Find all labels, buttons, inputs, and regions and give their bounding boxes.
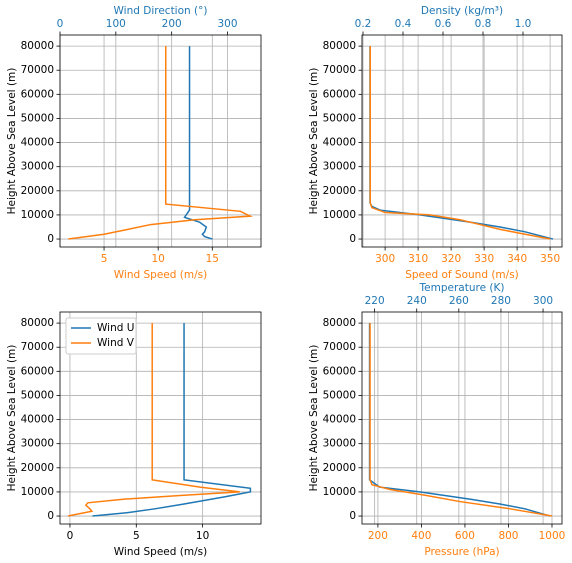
- y-tick-label: 80000: [323, 40, 356, 52]
- y-axis-label: Height Above Sea Level (m): [308, 68, 320, 215]
- x2-tick-label: 0: [57, 18, 64, 30]
- y-tick-label: 20000: [21, 185, 54, 197]
- y-tick-label: 50000: [323, 389, 356, 401]
- plot-frame: [59, 34, 262, 248]
- x-tick-label: 5: [133, 530, 140, 542]
- x2-tick-label: 0.2: [355, 18, 372, 30]
- y-tick-label: 80000: [323, 317, 356, 329]
- y-tick-label: 30000: [21, 438, 54, 450]
- y-tick-label: 10000: [323, 209, 356, 221]
- x2-tick-label: 0.8: [475, 18, 492, 30]
- x2-tick-label: 0.4: [395, 18, 412, 30]
- y-tick-label: 20000: [323, 462, 356, 474]
- legend-label: Wind U: [97, 322, 134, 334]
- y-tick-label: 0: [349, 233, 356, 245]
- y-axis-label: Height Above Sea Level (m): [6, 345, 18, 492]
- x-tick-label: 320: [441, 253, 461, 265]
- x2-axis-label: Wind Direction (°): [114, 5, 208, 17]
- x-tick-label: 310: [408, 253, 428, 265]
- y-tick-label: 10000: [21, 209, 54, 221]
- x-tick-label: 800: [498, 530, 518, 542]
- y-tick-label: 70000: [323, 341, 356, 353]
- x-tick-label: 5: [101, 253, 108, 265]
- x-tick-label: 200: [368, 530, 388, 542]
- x2-tick-label: 0.6: [435, 18, 452, 30]
- x-tick-label: 300: [375, 253, 395, 265]
- legend-label: Wind V: [97, 337, 135, 349]
- y-axis-label: Height Above Sea Level (m): [308, 345, 320, 492]
- x2-tick-label: 280: [491, 295, 511, 307]
- y-tick-label: 30000: [323, 161, 356, 173]
- y-tick-label: 0: [47, 233, 54, 245]
- y-tick-label: 50000: [323, 112, 356, 124]
- x-tick-label: 1000: [539, 530, 566, 542]
- x2-tick-label: 240: [407, 295, 427, 307]
- y-tick-label: 70000: [21, 341, 54, 353]
- y-tick-label: 60000: [21, 88, 54, 100]
- legend-box: [65, 317, 137, 355]
- y-tick-label: 50000: [21, 389, 54, 401]
- series-line: [369, 323, 553, 517]
- x-tick-label: 350: [540, 253, 560, 265]
- y-tick-label: 80000: [21, 40, 54, 52]
- series-line: [68, 46, 254, 240]
- y-tick-label: 40000: [21, 137, 54, 149]
- x2-axis-label: Density (kg/m³): [421, 5, 503, 17]
- y-tick-label: 30000: [323, 438, 356, 450]
- x2-tick-label: 200: [162, 18, 182, 30]
- series-line: [92, 323, 252, 517]
- x-tick-label: 10: [196, 530, 209, 542]
- y-tick-label: 50000: [21, 112, 54, 124]
- y-tick-label: 10000: [323, 486, 356, 498]
- y-tick-label: 0: [349, 510, 356, 522]
- x-tick-label: 340: [507, 253, 527, 265]
- x2-tick-label: 220: [365, 295, 385, 307]
- plot-frame: [59, 311, 262, 525]
- y-tick-label: 10000: [21, 486, 54, 498]
- x2-tick-label: 260: [449, 295, 469, 307]
- series-line: [369, 46, 551, 240]
- x2-tick-label: 1.0: [515, 18, 532, 30]
- series-line: [67, 323, 240, 517]
- x-tick-label: 330: [474, 253, 494, 265]
- y-tick-label: 40000: [323, 137, 356, 149]
- plot-frame: [361, 34, 563, 248]
- x-axis-label: Wind Speed (m/s): [114, 546, 207, 558]
- y-tick-label: 70000: [323, 64, 356, 76]
- x2-axis-label: Temperature (K): [419, 282, 505, 294]
- y-tick-label: 70000: [21, 64, 54, 76]
- x-axis-label: Pressure (hPa): [424, 546, 499, 558]
- y-tick-label: 40000: [323, 414, 356, 426]
- x2-tick-label: 100: [106, 18, 126, 30]
- x2-tick-label: 300: [533, 295, 553, 307]
- x-axis-label: Speed of Sound (m/s): [405, 269, 519, 281]
- x-tick-label: 400: [411, 530, 431, 542]
- x-tick-label: 15: [206, 253, 219, 265]
- plot-frame: [361, 311, 563, 525]
- y-tick-label: 80000: [21, 317, 54, 329]
- y-tick-label: 0: [47, 510, 54, 522]
- y-axis-label: Height Above Sea Level (m): [6, 68, 18, 215]
- x-tick-label: 600: [455, 530, 475, 542]
- y-tick-label: 60000: [323, 88, 356, 100]
- y-tick-label: 30000: [21, 161, 54, 173]
- x-tick-label: 10: [151, 253, 164, 265]
- x-tick-label: 0: [67, 530, 74, 542]
- y-tick-label: 60000: [21, 365, 54, 377]
- y-tick-label: 20000: [21, 462, 54, 474]
- x2-tick-label: 300: [217, 18, 237, 30]
- y-tick-label: 60000: [323, 365, 356, 377]
- x-axis-label: Wind Speed (m/s): [114, 269, 207, 281]
- y-tick-label: 40000: [21, 414, 54, 426]
- y-tick-label: 20000: [323, 185, 356, 197]
